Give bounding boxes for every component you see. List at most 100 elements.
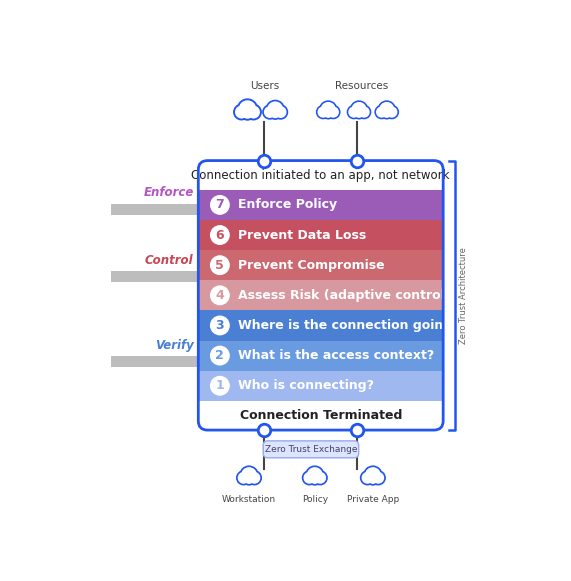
Circle shape [357, 106, 371, 119]
Bar [310, 476, 320, 478]
Bar [353, 109, 365, 114]
Circle shape [249, 472, 260, 483]
Text: Assess Risk (adaptive control): Assess Risk (adaptive control) [238, 289, 451, 302]
Circle shape [321, 103, 335, 116]
Bar [198, 340, 443, 371]
Circle shape [234, 105, 249, 120]
Bar [324, 110, 333, 113]
Circle shape [365, 468, 380, 482]
Circle shape [353, 107, 365, 119]
Bar [243, 475, 255, 480]
Bar [198, 220, 443, 250]
Text: 4: 4 [215, 289, 224, 302]
Circle shape [240, 466, 258, 484]
Circle shape [243, 108, 252, 118]
Text: 7: 7 [215, 198, 224, 211]
Text: 6: 6 [216, 228, 224, 242]
Circle shape [387, 107, 397, 117]
Circle shape [303, 471, 316, 485]
Text: Connection initiated to an app, not network: Connection initiated to an app, not netw… [191, 168, 450, 182]
Circle shape [310, 474, 319, 483]
Circle shape [240, 106, 255, 120]
Bar [244, 476, 254, 478]
Bar [367, 475, 379, 480]
Text: What is the access context?: What is the access context? [238, 349, 435, 362]
Circle shape [211, 256, 229, 274]
Circle shape [327, 106, 340, 119]
Circle shape [371, 471, 385, 485]
Circle shape [349, 107, 359, 117]
Circle shape [275, 107, 286, 117]
Circle shape [274, 105, 288, 119]
Circle shape [211, 376, 229, 395]
Circle shape [247, 471, 262, 485]
Circle shape [308, 472, 321, 485]
Text: Enforce: Enforce [143, 187, 194, 199]
Text: Verify: Verify [155, 339, 194, 352]
Text: 1: 1 [215, 379, 224, 392]
Circle shape [367, 472, 379, 485]
Circle shape [211, 286, 229, 304]
Text: Who is connecting?: Who is connecting? [238, 379, 375, 392]
Text: Prevent Compromise: Prevent Compromise [238, 259, 385, 272]
Bar [198, 190, 443, 220]
Circle shape [308, 468, 322, 482]
Circle shape [360, 471, 375, 485]
Text: 3: 3 [216, 319, 224, 332]
Circle shape [313, 471, 327, 485]
Text: Users: Users [250, 81, 279, 91]
Bar [198, 310, 443, 340]
Bar [111, 356, 197, 367]
Text: Zero Trust Exchange: Zero Trust Exchange [265, 445, 357, 454]
Circle shape [248, 106, 259, 118]
Bar [382, 110, 391, 113]
Text: Zero Trust Architecture: Zero Trust Architecture [460, 247, 468, 344]
Bar [308, 475, 321, 480]
Circle shape [269, 107, 282, 119]
Text: Enforce Policy: Enforce Policy [238, 198, 337, 211]
Text: 2: 2 [215, 349, 224, 362]
Circle shape [315, 472, 325, 483]
Circle shape [351, 101, 368, 118]
Text: Connection Terminated: Connection Terminated [240, 409, 402, 422]
Circle shape [239, 472, 249, 483]
Bar [198, 250, 443, 280]
Circle shape [263, 105, 277, 119]
Bar [111, 205, 197, 215]
Text: Policy: Policy [301, 495, 328, 504]
Circle shape [271, 109, 280, 117]
Bar [242, 110, 253, 113]
Circle shape [381, 107, 393, 119]
Circle shape [378, 101, 395, 118]
Circle shape [328, 107, 338, 117]
Bar [198, 280, 443, 310]
Circle shape [211, 316, 229, 335]
Text: Private App: Private App [347, 495, 399, 504]
Text: 5: 5 [215, 259, 224, 272]
Circle shape [238, 99, 258, 119]
Circle shape [320, 101, 337, 118]
Text: Resources: Resources [335, 81, 388, 91]
Circle shape [355, 109, 363, 117]
Circle shape [236, 106, 247, 118]
Circle shape [347, 106, 360, 119]
Circle shape [242, 468, 256, 482]
Bar [381, 109, 393, 114]
Bar [198, 401, 443, 430]
Circle shape [368, 474, 377, 483]
Circle shape [211, 346, 229, 365]
Bar [322, 109, 334, 114]
Circle shape [239, 101, 256, 117]
Circle shape [318, 107, 328, 117]
Circle shape [352, 103, 366, 116]
Circle shape [244, 474, 254, 483]
Circle shape [316, 106, 329, 119]
Bar [240, 109, 255, 114]
FancyBboxPatch shape [263, 441, 359, 458]
Circle shape [322, 107, 334, 119]
Circle shape [211, 196, 229, 214]
Circle shape [306, 466, 324, 484]
Text: Workstation: Workstation [222, 495, 276, 504]
Bar [368, 476, 378, 478]
Bar [355, 110, 364, 113]
